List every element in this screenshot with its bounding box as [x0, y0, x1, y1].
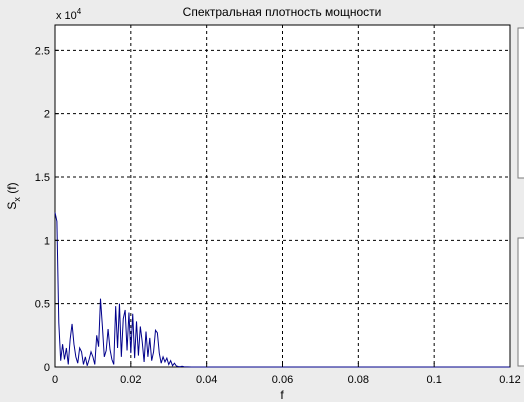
y-tick-label: 0 [44, 362, 50, 374]
tick-layer: 0 0.02 0.04 0.06 0.08 0.1 0.12 0 0.5 1 1.5 2 2.5 [35, 45, 521, 386]
series-layer [54, 212, 510, 368]
grid [55, 25, 510, 367]
y-axis-label-tail: (f) [5, 182, 19, 197]
y-tick-label: 1.5 [35, 172, 50, 184]
side-panel-lower[interactable] [517, 237, 524, 367]
y-tick-label: 0.5 [35, 299, 50, 311]
x-tick-label: 0 [52, 374, 58, 386]
x-tick-label: 0.12 [499, 374, 520, 386]
x-axis-label: f [280, 388, 284, 402]
y-axis-label: Sx (f) [5, 182, 22, 209]
chart-title: Спектральная плотность мощности [183, 5, 382, 19]
x-tick-label: 0.1 [427, 374, 442, 386]
x-tick-label: 0.04 [196, 374, 217, 386]
series-line [54, 212, 510, 368]
y-tick-label: 2 [44, 109, 50, 121]
y-exponent-label: x 104 [56, 7, 82, 22]
x-tick-label: 0.06 [272, 374, 293, 386]
y-exponent-power: 4 [77, 7, 82, 16]
side-panel-upper[interactable] [517, 27, 524, 179]
x-tick-label: 0.02 [120, 374, 141, 386]
x-tick-label: 0.08 [348, 374, 369, 386]
y-axis-label-sub: x [12, 197, 22, 202]
y-tick-label: 2.5 [35, 45, 50, 57]
y-axis-label-main: S [5, 202, 19, 210]
y-tick-label: 1 [44, 235, 50, 247]
y-exponent-base: x 10 [56, 10, 77, 22]
